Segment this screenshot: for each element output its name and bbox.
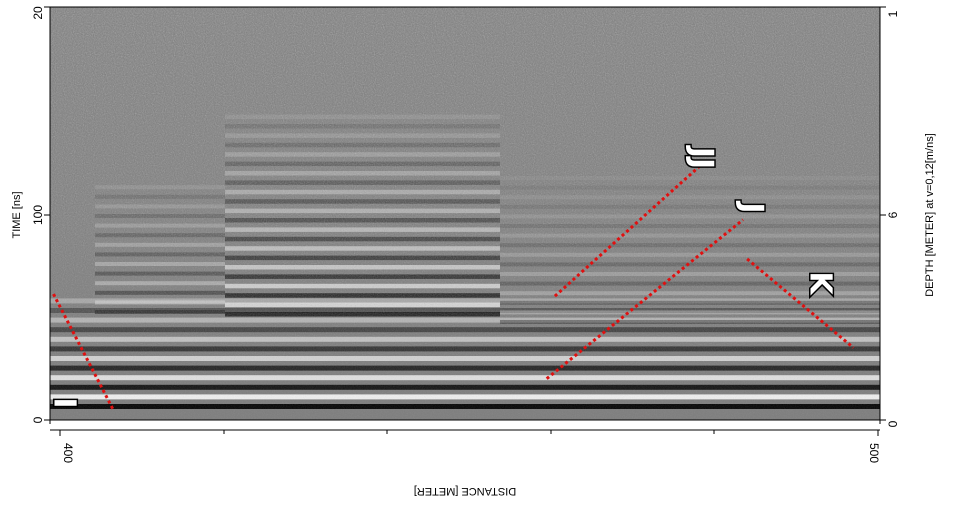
distance-axis-title: DISTANCE [METER] xyxy=(414,485,516,497)
marker-label-i: I xyxy=(47,397,82,408)
distance-tick-label-500: 500 xyxy=(867,443,881,463)
distance-axis: 400 500 DISTANCE [METER] xyxy=(50,429,881,497)
depth-axis: 0 6 1 DEPTH [METER] at v=0,12[m/ns] xyxy=(879,6,936,427)
interpretation-line-jj xyxy=(553,162,704,298)
depth-tick-label-6: 6 xyxy=(886,211,900,218)
time-tick-label-200: 20 xyxy=(31,6,45,20)
time-axis-title: TIME [ns] xyxy=(11,191,23,238)
depth-tick-label-0: 0 xyxy=(886,420,900,427)
interpretation-line-i xyxy=(52,293,115,411)
marker-label-j: J xyxy=(735,200,770,213)
depth-axis-title: DEPTH [METER] at v=0,12[m/ns] xyxy=(924,133,936,297)
depth-tick-label-top: 1 xyxy=(886,10,900,17)
time-tick-label-100: 100 xyxy=(31,205,45,225)
interpretation-line-k xyxy=(746,257,855,349)
distance-tick-label-400: 400 xyxy=(61,443,75,463)
marker-label-k: K xyxy=(803,271,838,296)
time-tick-label-0: 0 xyxy=(31,416,45,423)
marker-label-jj: JJ xyxy=(685,145,720,169)
interpretation-line-j xyxy=(545,218,744,380)
interpretation-lines xyxy=(52,162,855,411)
radargram-image xyxy=(50,7,880,420)
time-axis: 0 100 20 TIME [ns] xyxy=(11,6,51,424)
